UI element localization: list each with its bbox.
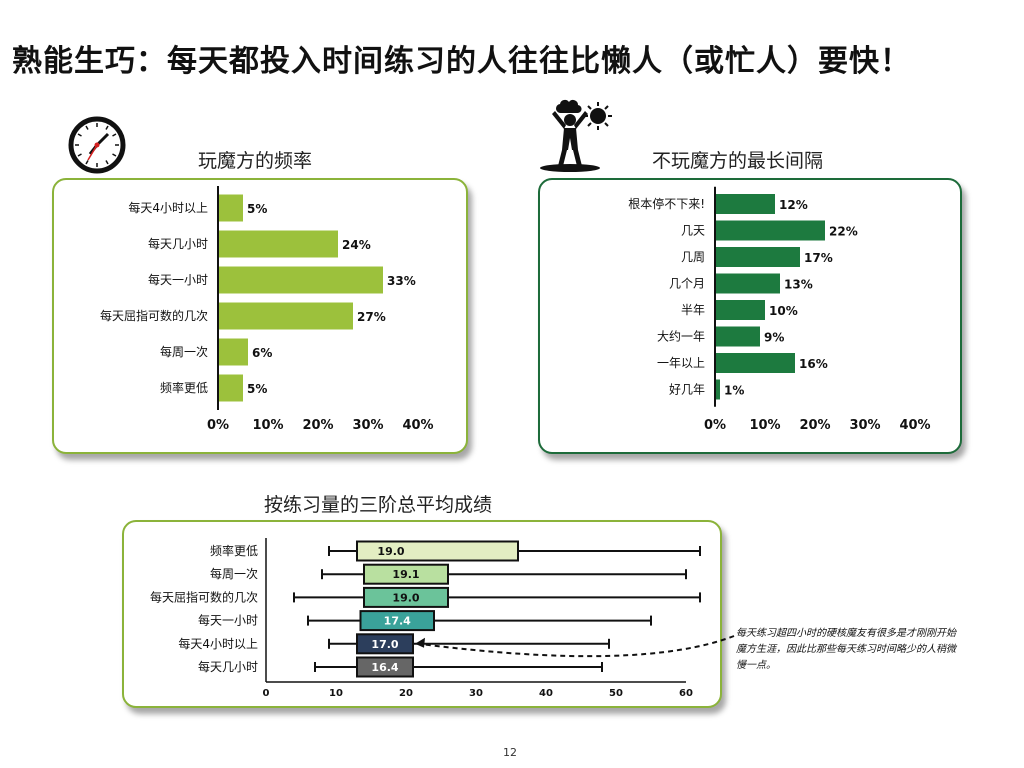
value-label-1-4: 10% xyxy=(769,304,798,318)
box-3 xyxy=(359,610,435,632)
bar-1-7 xyxy=(715,379,720,400)
category-label-1-1: 几天 xyxy=(681,224,705,238)
tick-label-1-4: 40% xyxy=(899,418,930,433)
box-0 xyxy=(356,540,519,562)
boxplot-category-0: 频率更低 xyxy=(210,543,258,558)
bar-0-3 xyxy=(218,302,353,330)
tick-label-0-1: 10% xyxy=(252,418,283,433)
category-label-1-3: 几个月 xyxy=(669,277,705,291)
boxplot-tick-3: 30 xyxy=(469,688,483,699)
page-title: 熟能生巧：每天都投入时间练习的人往往比懒人（或忙人）要快！ xyxy=(12,44,911,79)
bar-1-0 xyxy=(715,194,775,214)
boxplot-tick-4: 40 xyxy=(539,688,553,699)
value-label-1-7: 1% xyxy=(724,384,744,398)
median-label-4: 17.0 xyxy=(371,638,398,651)
category-label-1-7: 好几年 xyxy=(669,383,705,397)
tick-label-1-1: 10% xyxy=(749,418,780,433)
median-label-3: 17.4 xyxy=(384,615,411,628)
chart-title-frequency: 玩魔方的频率 xyxy=(198,150,313,172)
value-label-0-3: 27% xyxy=(357,310,386,324)
value-label-0-5: 5% xyxy=(247,382,267,396)
box-2 xyxy=(363,586,449,608)
tick-label-0-0: 0% xyxy=(207,418,229,433)
category-label-1-0: 根本停不下来! xyxy=(628,196,705,211)
boxplot-category-3: 每天一小时 xyxy=(198,613,258,628)
value-label-1-1: 22% xyxy=(829,225,858,239)
tick-label-1-3: 30% xyxy=(849,418,880,433)
chart-title-gap: 不玩魔方的最长间隔 xyxy=(652,150,824,172)
bar-1-2 xyxy=(715,247,800,267)
bar-1-3 xyxy=(715,273,780,294)
value-label-1-3: 13% xyxy=(784,278,813,292)
boxplot-category-1: 每周一次 xyxy=(210,566,258,581)
category-label-0-4: 每周一次 xyxy=(160,344,208,359)
value-label-1-2: 17% xyxy=(804,251,833,265)
value-label-0-2: 33% xyxy=(387,274,416,288)
bar-0-1 xyxy=(218,230,338,258)
clock-icon xyxy=(68,116,126,174)
value-label-1-0: 12% xyxy=(779,198,808,212)
boxplot-category-2: 每天屈指可数的几次 xyxy=(150,589,258,604)
category-label-1-5: 大约一年 xyxy=(657,329,705,344)
boxplot-category-4: 每天4小时以上 xyxy=(178,636,258,651)
value-label-0-1: 24% xyxy=(342,238,371,252)
boxplot-tick-5: 50 xyxy=(609,688,623,699)
median-label-5: 16.4 xyxy=(371,661,398,674)
boxplot-tick-1: 10 xyxy=(329,688,343,699)
annotation-arrowhead xyxy=(415,637,425,648)
category-label-0-2: 每天一小时 xyxy=(148,272,208,287)
boxplot-tick-2: 20 xyxy=(399,688,413,699)
value-label-1-6: 16% xyxy=(799,357,828,371)
tick-label-0-2: 20% xyxy=(302,418,333,433)
bar-1-1 xyxy=(715,220,825,241)
bar-1-6 xyxy=(715,353,795,373)
median-label-0: 19.0 xyxy=(377,545,404,558)
median-label-2: 19.0 xyxy=(392,591,419,604)
tick-label-0-3: 30% xyxy=(352,418,383,433)
category-label-1-4: 半年 xyxy=(681,303,705,317)
chart-title-boxplot: 按练习量的三阶总平均成绩 xyxy=(264,494,493,516)
box-5 xyxy=(356,656,414,678)
value-label-0-0: 5% xyxy=(247,202,267,216)
box-1 xyxy=(363,563,449,585)
category-label-1-2: 几周 xyxy=(681,250,705,264)
bar-0-4 xyxy=(218,338,248,366)
boxplot-category-5: 每天几小时 xyxy=(198,659,258,674)
bar-1-4 xyxy=(715,300,765,320)
bar-0-0 xyxy=(218,194,243,222)
value-label-0-4: 6% xyxy=(252,346,272,360)
box-4 xyxy=(356,633,414,655)
category-label-1-6: 一年以上 xyxy=(657,356,705,370)
person-rain-sun-icon xyxy=(540,99,612,172)
tick-label-1-0: 0% xyxy=(704,418,726,433)
category-label-0-0: 每天4小时以上 xyxy=(128,200,208,215)
median-label-1: 19.1 xyxy=(392,568,419,581)
annotation-note: 每天练习超四小时的硬核魔友有很多是才刚刚开始魔方生涯，因此比那些每天练习时间略少… xyxy=(736,628,956,671)
category-label-0-5: 频率更低 xyxy=(160,380,208,395)
tick-label-0-4: 40% xyxy=(402,418,433,433)
bar-0-5 xyxy=(218,374,243,402)
value-label-1-5: 9% xyxy=(764,331,784,345)
annotation-arrow xyxy=(418,635,735,658)
category-label-0-1: 每天几小时 xyxy=(148,236,208,251)
tick-label-1-2: 20% xyxy=(799,418,830,433)
page-number: 12 xyxy=(503,746,517,759)
category-label-0-3: 每天屈指可数的几次 xyxy=(100,308,208,323)
boxplot-tick-6: 60 xyxy=(679,688,693,699)
boxplot-tick-0: 0 xyxy=(263,688,270,699)
bar-1-5 xyxy=(715,326,760,347)
bar-0-2 xyxy=(218,266,383,294)
